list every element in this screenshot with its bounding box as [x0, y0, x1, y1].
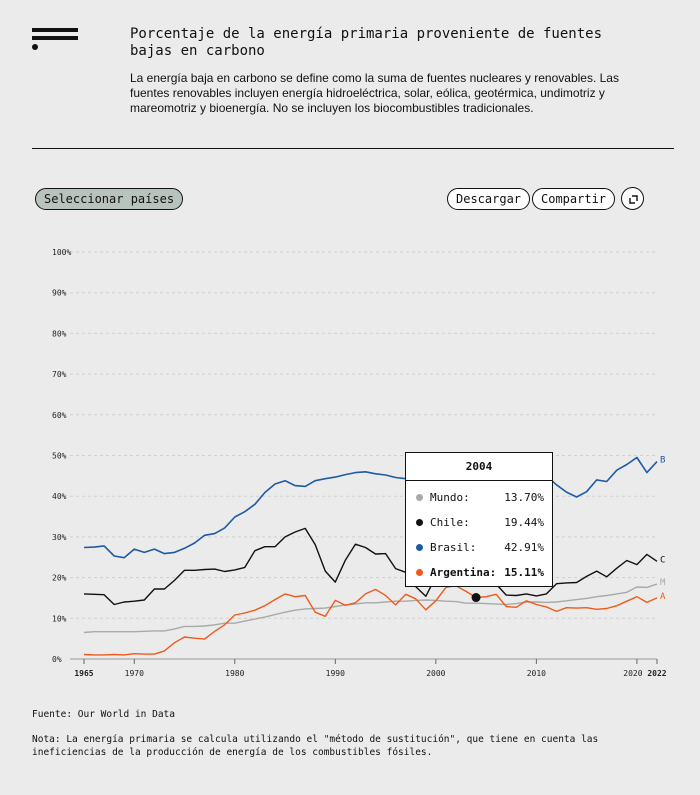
legend-dot [416, 544, 423, 551]
logo-bar [32, 36, 78, 40]
y-tick-label: 50% [52, 452, 67, 461]
series-end-label: C [660, 555, 665, 565]
logo-dot [32, 44, 38, 50]
y-tick-label: 20% [52, 574, 67, 583]
x-tick-label: 1965 [74, 669, 93, 678]
source-note: Fuente: Our World in Data [32, 709, 175, 720]
expand-button[interactable] [621, 187, 644, 210]
y-tick-label: 40% [52, 492, 67, 501]
tooltip-series-name: Mundo: [430, 491, 470, 504]
tooltip-series-value: 15.11% [504, 566, 544, 579]
y-tick-label: 30% [52, 533, 67, 542]
x-tick-label: 1980 [225, 669, 244, 678]
share-button[interactable]: Compartir [532, 188, 616, 210]
footnote: Nota: La energía primaria se calcula uti… [32, 734, 599, 758]
logo [32, 28, 78, 52]
series-line-mundo [83, 583, 658, 634]
x-tick-label: 1990 [326, 669, 345, 678]
x-tick-label: 2010 [527, 669, 546, 678]
series-line-brasil [83, 456, 658, 559]
divider [32, 148, 674, 149]
tooltip-series-name: Argentina: [430, 566, 497, 579]
legend-dot [416, 494, 423, 501]
x-tick-label: 2000 [426, 669, 445, 678]
y-tick-label: 60% [52, 411, 67, 420]
tooltip-series-name: Chile: [430, 516, 470, 529]
series-end-label: M [660, 578, 666, 588]
y-tick-label: 10% [52, 614, 67, 623]
select-countries-button[interactable]: Seleccionar países [35, 188, 184, 210]
tooltip-row-brasil: Brasil: 42.91% [406, 537, 552, 562]
legend-dot [416, 569, 423, 576]
y-tick-label: 0% [52, 655, 62, 664]
series-line-argentina [83, 585, 658, 656]
tooltip-row-argentina: Argentina: 15.11% [406, 562, 552, 587]
x-tick-label: 2020 [623, 669, 642, 678]
x-tick-label: 2022 [647, 669, 666, 678]
tooltip-year: 2004 [406, 453, 552, 481]
tooltip-series-value: 42.91% [504, 541, 544, 554]
download-button[interactable]: Descargar [447, 188, 531, 210]
series-end-label: B [660, 456, 665, 466]
chart-title: Porcentaje de la energía primaria proven… [130, 26, 603, 59]
tooltip-row-chile: Chile: 19.44% [406, 512, 552, 537]
expand-icon [629, 195, 638, 204]
logo-bar [32, 28, 78, 32]
tooltip-series-value: 13.70% [504, 491, 544, 504]
line-chart: 0% 10% 20% 30% 40% 50% 60% 70% 80% 90% 100% 1965 197… [52, 248, 667, 678]
tooltip-series-name: Brasil: [430, 541, 477, 554]
tooltip-series-value: 19.44% [504, 516, 544, 529]
y-tick-label: 100% [52, 248, 71, 257]
tooltip-row-mundo: Mundo: 13.70% [406, 487, 552, 512]
y-tick-label: 70% [52, 370, 67, 379]
y-tick-label: 80% [52, 329, 67, 338]
chart-subtitle: La energía baja en carbono se define com… [130, 71, 619, 115]
tooltip: 2004 Mundo: 13.70% Chile: 19.44% Brasil:… [405, 452, 553, 587]
legend-dot [416, 519, 423, 526]
x-tick-label: 1970 [125, 669, 144, 678]
series-end-label: A [660, 592, 666, 602]
highlight-point [471, 593, 481, 603]
y-tick-label: 90% [52, 289, 67, 298]
series-line-chile [83, 527, 658, 606]
